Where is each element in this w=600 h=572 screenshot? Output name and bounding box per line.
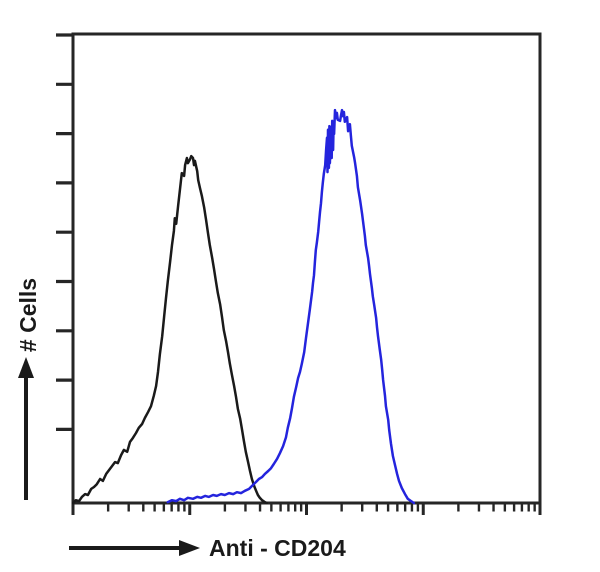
up-arrow-icon bbox=[18, 357, 34, 378]
axes-layer bbox=[56, 32, 542, 515]
black-histogram-curve bbox=[71, 154, 269, 505]
y-axis-arrow bbox=[18, 357, 34, 500]
x-axis-label: Anti - CD204 bbox=[209, 535, 346, 561]
y-axis-ticks bbox=[56, 33, 73, 431]
curves-layer bbox=[71, 108, 416, 505]
x-axis-arrow bbox=[69, 540, 200, 556]
y-axis-label: # Cells bbox=[15, 278, 41, 352]
x-axis-ticks bbox=[71, 503, 542, 515]
plot-frame bbox=[71, 32, 542, 505]
blue-histogram-curve bbox=[166, 108, 416, 505]
right-arrow-icon bbox=[179, 540, 200, 556]
